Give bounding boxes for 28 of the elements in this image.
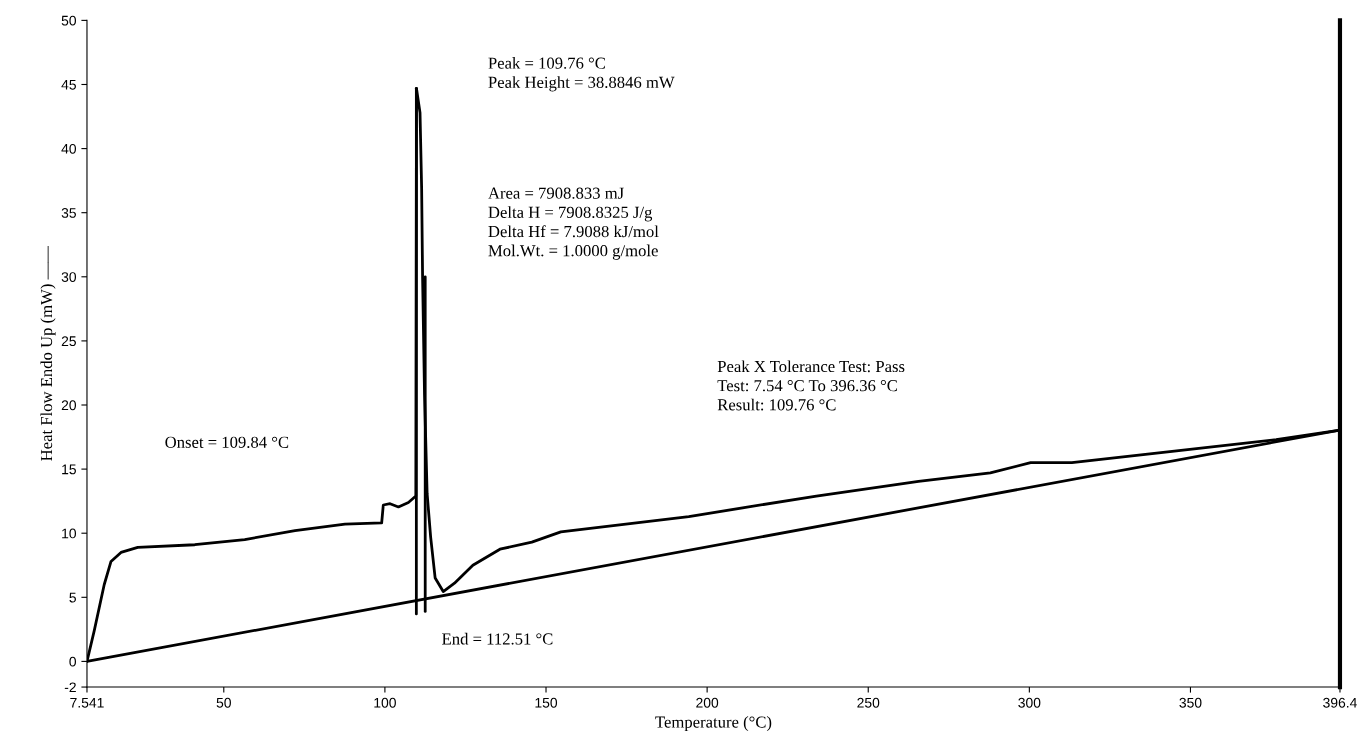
annotation: Area = 7908.833 mJ Delta H = 7908.8325 J/g Delta Hf = 7.9088 kJ/mol Mol.Wt. = 1.0000 g/mole: [488, 187, 659, 260]
y-tick-label: -2: [64, 682, 76, 693]
y-tick-label: 30: [61, 272, 77, 282]
y-tick-label: 35: [61, 208, 76, 218]
x-tick-label: 350: [1179, 697, 1202, 708]
x-tick-label: 150: [535, 697, 558, 708]
x-tick-label: 300: [1018, 697, 1041, 708]
x-tick-label: 200: [696, 697, 719, 708]
y-tick-label: 10: [62, 528, 77, 539]
annotation: End = 112.51 °C: [442, 632, 553, 645]
y-tick-label: 45: [61, 79, 76, 90]
y-tick-label: 0: [69, 656, 77, 667]
annotation: Peak X Tolerance Test: Pass Test: 7.54 °C To 396.36 °C Result: 109.76 °C: [717, 360, 905, 411]
y-tick-label: 20: [61, 400, 77, 411]
y-tick-label: 25: [61, 336, 76, 347]
annotation: Onset = 109.84 °C: [165, 436, 289, 448]
x-tick-label: 7.541: [70, 697, 104, 708]
y-axis-title: Heat Flow Endo Up (mW) ——: [40, 245, 56, 461]
x-tick-label: 100: [374, 697, 396, 708]
y-tick-label: 5: [69, 592, 76, 603]
annotation: Peak = 109.76 °C Peak Height = 38.8846 mW: [488, 57, 675, 92]
x-axis-title: Temperature (°C): [655, 715, 772, 732]
x-tick-label: 250: [857, 697, 880, 708]
y-tick-label: 50: [61, 15, 77, 26]
y-tick-label: 15: [62, 464, 76, 475]
x-tick-label: 50: [216, 697, 231, 708]
y-tick-label: 40: [61, 143, 77, 154]
x-tick-label: 396.4: [1323, 697, 1357, 708]
